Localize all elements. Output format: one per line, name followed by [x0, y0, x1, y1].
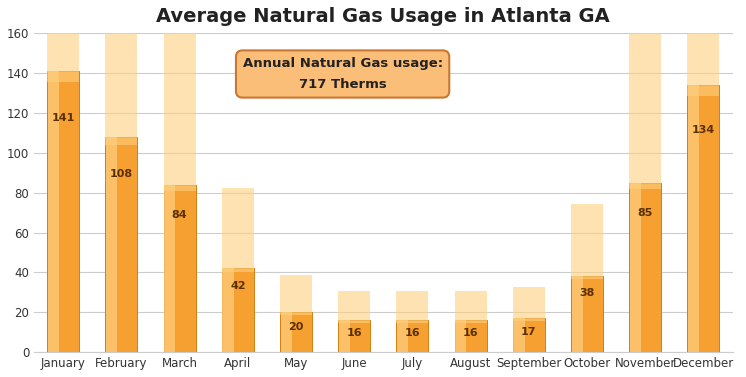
Bar [105, 137, 137, 352]
Text: 16: 16 [346, 328, 362, 338]
Bar [48, 71, 59, 352]
Bar [280, 312, 292, 352]
Bar [454, 320, 486, 352]
Bar [47, 71, 79, 352]
Text: 38: 38 [580, 288, 595, 298]
Text: 17: 17 [521, 327, 536, 337]
Bar [338, 291, 370, 323]
Bar [163, 24, 195, 192]
Bar [164, 185, 175, 352]
Bar [454, 291, 486, 323]
Bar [106, 137, 117, 352]
Bar [338, 320, 370, 352]
Text: 16: 16 [404, 328, 420, 338]
Bar [222, 268, 233, 352]
Bar [571, 276, 603, 352]
Bar [513, 318, 545, 352]
Bar [339, 320, 350, 352]
Bar [455, 320, 466, 352]
Bar [396, 320, 428, 352]
Bar [280, 276, 312, 315]
Text: 141: 141 [51, 113, 75, 123]
Bar [629, 20, 661, 189]
Text: 134: 134 [692, 125, 715, 135]
Text: 108: 108 [110, 169, 133, 179]
Bar [222, 188, 254, 272]
Bar [47, 0, 79, 82]
Bar [629, 182, 661, 352]
Bar [630, 182, 641, 352]
Text: 16: 16 [463, 328, 478, 338]
Text: 20: 20 [289, 322, 304, 332]
Text: 42: 42 [230, 281, 245, 291]
Bar [222, 268, 254, 352]
Bar [687, 85, 719, 352]
Bar [163, 185, 195, 352]
Bar [513, 287, 545, 321]
Bar [571, 276, 583, 352]
Bar [105, 0, 137, 146]
Bar [396, 291, 428, 323]
Text: 84: 84 [172, 210, 187, 220]
Text: 85: 85 [638, 208, 653, 218]
Bar [397, 320, 408, 352]
Bar [687, 0, 719, 96]
Title: Average Natural Gas Usage in Atlanta GA: Average Natural Gas Usage in Atlanta GA [157, 7, 610, 26]
Bar [688, 85, 699, 352]
Text: Annual Natural Gas usage:
717 Therms: Annual Natural Gas usage: 717 Therms [242, 57, 442, 91]
Bar [571, 204, 603, 279]
Bar [280, 312, 312, 352]
Bar [513, 318, 524, 352]
